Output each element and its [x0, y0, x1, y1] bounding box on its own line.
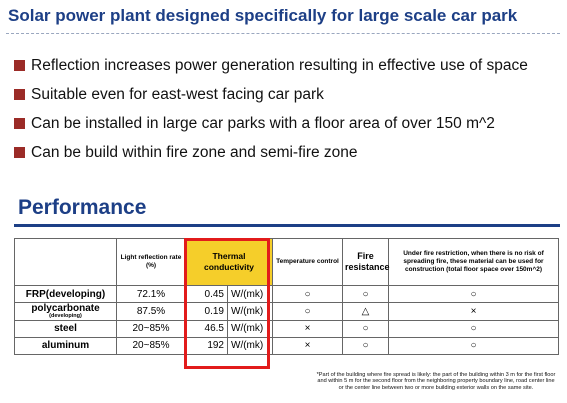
- temperature-control-mark: ○: [272, 302, 343, 321]
- title-divider: [6, 33, 560, 34]
- thermal-unit: W/(mk): [227, 285, 273, 303]
- material-name: steel: [14, 319, 117, 338]
- fire-restriction-mark: ○: [388, 319, 559, 338]
- table-row: polycarbonate (developing) 87.5% 0.19 W/(…: [14, 302, 559, 321]
- header-material: [14, 238, 117, 286]
- table-row: aluminum 20~85% 192 W/(mk) × ○ ○: [14, 336, 559, 355]
- reflection-rate: 72.1%: [116, 285, 186, 303]
- feature-item: Reflection increases power generation re…: [14, 51, 528, 80]
- header-temperature-control: Temperature control: [272, 238, 343, 286]
- header-fire-restriction: Under fire restriction, when there is no…: [388, 238, 559, 286]
- reflection-rate: 20~85%: [116, 336, 186, 355]
- bullet-square-icon: [14, 118, 25, 129]
- footnote: *Part of the building where fire spread …: [316, 372, 556, 391]
- fire-resistance-mark: △: [342, 302, 389, 321]
- material-name: aluminum: [14, 336, 117, 355]
- performance-table: Light reflection rate (%) Thermal conduc…: [14, 238, 559, 355]
- table-row: steel 20~85% 46.5 W/(mk) × ○ ○: [14, 319, 559, 338]
- fire-restriction-mark: ×: [388, 302, 559, 321]
- header-thermal-conductivity: Thermal conductivity: [185, 238, 273, 286]
- thermal-highlight-frame: [184, 238, 270, 369]
- reflection-rate: 20~85%: [116, 319, 186, 338]
- table-header-row: Light reflection rate (%) Thermal conduc…: [14, 238, 559, 286]
- material-name: polycarbonate (developing): [14, 302, 117, 321]
- feature-item: Can be installed in large car parks with…: [14, 109, 528, 138]
- reflection-rate: 87.5%: [116, 302, 186, 321]
- feature-text: Can be build within fire zone and semi-f…: [31, 143, 358, 161]
- temperature-control-mark: ×: [272, 336, 343, 355]
- performance-heading: Performance: [18, 196, 147, 219]
- table-row: FRP(developing) 72.1% 0.45 W/(mk) ○ ○ ○: [14, 285, 559, 303]
- fire-resistance-mark: ○: [342, 319, 389, 338]
- feature-item: Suitable even for east-west facing car p…: [14, 80, 528, 109]
- fire-resistance-mark: ○: [342, 285, 389, 303]
- performance-underline: [14, 224, 560, 227]
- header-fire-resistance: Fire resistance: [342, 238, 390, 286]
- feature-text: Can be installed in large car parks with…: [31, 114, 495, 132]
- feature-text: Reflection increases power generation re…: [31, 56, 528, 74]
- bullet-square-icon: [14, 60, 25, 71]
- bullet-square-icon: [14, 147, 25, 158]
- temperature-control-mark: ×: [272, 319, 343, 338]
- fire-restriction-mark: ○: [388, 285, 559, 303]
- temperature-control-mark: ○: [272, 285, 343, 303]
- fire-restriction-mark: ○: [388, 336, 559, 355]
- feature-text: Suitable even for east-west facing car p…: [31, 85, 324, 103]
- material-name: FRP(developing): [14, 285, 117, 303]
- header-reflection: Light reflection rate (%): [116, 238, 186, 286]
- feature-item: Can be build within fire zone and semi-f…: [14, 138, 528, 167]
- page-title: Solar power plant designed specifically …: [8, 6, 518, 25]
- feature-list: Reflection increases power generation re…: [14, 51, 528, 167]
- bullet-square-icon: [14, 89, 25, 100]
- fire-resistance-mark: ○: [342, 336, 389, 355]
